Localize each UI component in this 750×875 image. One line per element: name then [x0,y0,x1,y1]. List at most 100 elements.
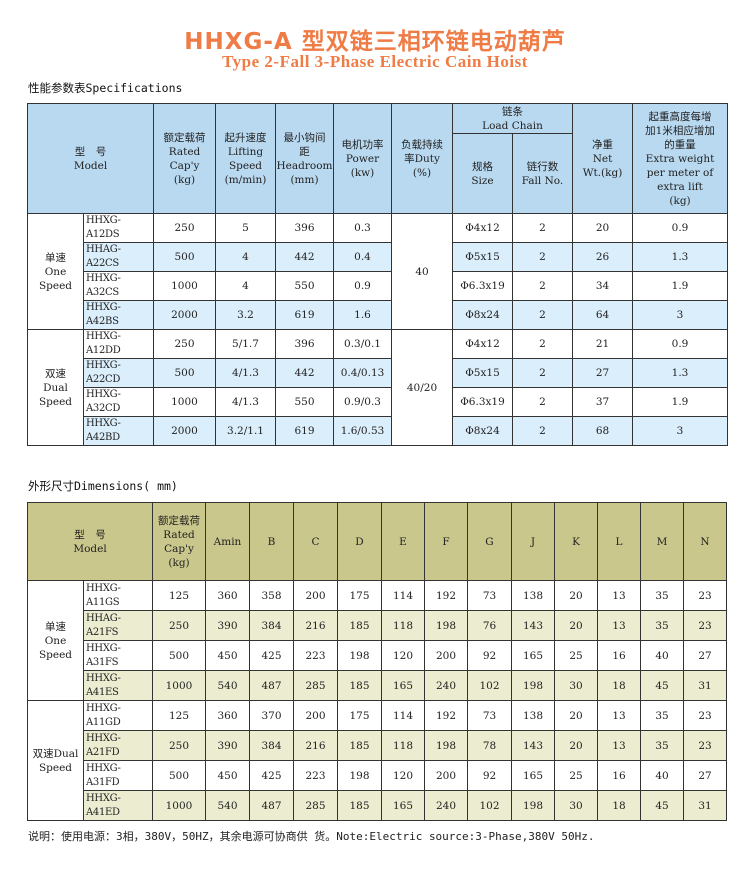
header-f: F [424,502,468,581]
table-cell: 1.6/0.53 [333,416,392,446]
table-cell: 3.2/1.1 [215,416,276,446]
table-cell: 92 [467,640,512,671]
table-cell: 13 [597,580,641,611]
table-cell: Φ5x15 [452,242,513,272]
table-row: HHXG-A31FD 500 450 425 223 198 120 200 92 165 25 16… [28,760,727,791]
speed-group-label: 双速 Dual Speed [27,329,84,446]
speed-group-label: 双速Dual Speed [27,700,84,821]
header-model: 型 号 Model [27,502,153,581]
table-cell: 175 [337,700,382,731]
table-cell: 34 [572,271,634,301]
table-cell: 0.9 [632,213,729,243]
table-cell: 2 [511,242,574,272]
speed-group-label: 单速 One Speed [27,213,84,330]
header-fall-no: 链行数 Fall No. [511,133,574,214]
table-cell: 285 [293,790,338,821]
header-m: M [640,502,684,581]
header-e: E [381,502,425,581]
dimensions-table: 型 号 Model 额定载荷 Rated Cap'y (kg) Amin B C D E F G… [27,502,727,821]
table-cell: 16 [597,640,641,671]
table-cell: 396 [275,213,334,243]
table-cell: 20 [572,213,634,243]
table-cell: 425 [249,640,294,671]
table-cell: 216 [293,730,338,761]
duty-cell: 40/20 [391,329,453,446]
model-cell: HHXG-A31FS [83,640,153,671]
table-cell: 25 [554,760,598,791]
table-cell: 45 [640,670,684,701]
speed-group-label: 单速 One Speed [27,580,84,701]
header-duty: 负载持续 率Duty (%) [391,103,453,214]
table-cell: 3.2 [215,300,276,330]
table-row: 双速Dual Speed HHXG-A11GD 125 360 370 200 175 114… [27,700,727,821]
table-cell: Φ8x24 [452,300,513,330]
header-rated-capacity: 额定载荷 Rated Cap'y (kg) [153,103,216,214]
table-cell: 2 [511,358,574,388]
table-cell: 250 [152,730,206,761]
table-cell: 2 [511,387,574,417]
table-cell: 30 [554,790,598,821]
table-cell: 114 [381,580,425,611]
table-cell: 619 [275,416,334,446]
header-g: G [467,502,512,581]
model-cell: HHXG-A32CS [83,271,154,301]
header-chain-size: 规格 Size [452,133,513,214]
table-cell: 250 [152,610,206,641]
table-cell: 0.9 [632,329,729,359]
table-cell: 165 [511,640,555,671]
table-cell: 143 [511,730,555,761]
header-n: N [683,502,727,581]
table-cell: 26 [572,242,634,272]
table-cell: 240 [424,790,468,821]
table-cell: 125 [152,580,206,611]
table-row: HHXG-A42BD 2000 3.2/1.1 619 1.6/0.53 Φ8x24 2 68… [28,416,729,446]
header-j: J [511,502,555,581]
table-cell: 185 [337,730,382,761]
table-cell: 1000 [153,387,216,417]
table-cell: 384 [249,610,294,641]
table-cell: 185 [337,610,382,641]
table-cell: 114 [381,700,425,731]
table-cell: 5 [215,213,276,243]
table-cell: Φ6.3x19 [452,271,513,301]
table-cell: 68 [572,416,634,446]
table-cell: 450 [205,640,250,671]
table-cell: 200 [293,580,338,611]
header-load-chain: 链条 Load Chain [451,103,574,134]
table-row: 双速 Dual Speed HHXG-A12DD 250 5/1.7 396 0.3/0.… [27,329,729,446]
table-cell: 0.4 [333,242,392,272]
table-cell: 18 [597,670,641,701]
table-cell: 1.6 [333,300,392,330]
table-cell: 23 [683,700,727,731]
table-row: HHXG-A31FS 500 450 425 223 198 120 200 92 165 25 16… [28,640,727,671]
table-cell: 540 [205,790,250,821]
table-cell: 198 [511,670,555,701]
table-row: HHAG-A22CS 500 4 442 0.4 Φ5x15 2 26 1.3 [28,242,729,272]
table-cell: 192 [424,580,468,611]
header-amin: Amin [205,502,250,581]
table-cell: 370 [249,700,294,731]
header-l: L [597,502,641,581]
table-row: HHAG-A21FS 250 390 384 216 185 118 198 76 143 20 13… [28,610,727,641]
header-extra-weight: 起重高度每增 加1米相应增加 的重量 Extra weight per mete… [632,103,729,214]
model-cell: HHXG-A11GD [83,700,153,731]
table-cell: 35 [640,610,684,641]
table-cell: 0.9/0.3 [333,387,392,417]
table-cell: 540 [205,670,250,701]
table-cell: 2 [511,300,574,330]
table-cell: 120 [381,640,425,671]
table-cell: 118 [381,730,425,761]
page-title-chinese: HHXG-A 型双链三相环链电动葫芦 [184,29,566,55]
table-cell: 550 [275,271,334,301]
table-cell: 5/1.7 [215,329,276,359]
table-cell: 23 [683,580,727,611]
header-k: K [554,502,598,581]
table-cell: 360 [205,700,250,731]
table-cell: 198 [424,610,468,641]
table-cell: 250 [153,213,216,243]
header-b: B [249,502,294,581]
table-cell: 27 [572,358,634,388]
table-cell: 2 [511,213,574,243]
table-row: HHXG-A22CD 500 4/1.3 442 0.4/0.13 Φ5x15 2 27 1.3 [28,358,729,388]
table-cell: 3 [632,300,729,330]
